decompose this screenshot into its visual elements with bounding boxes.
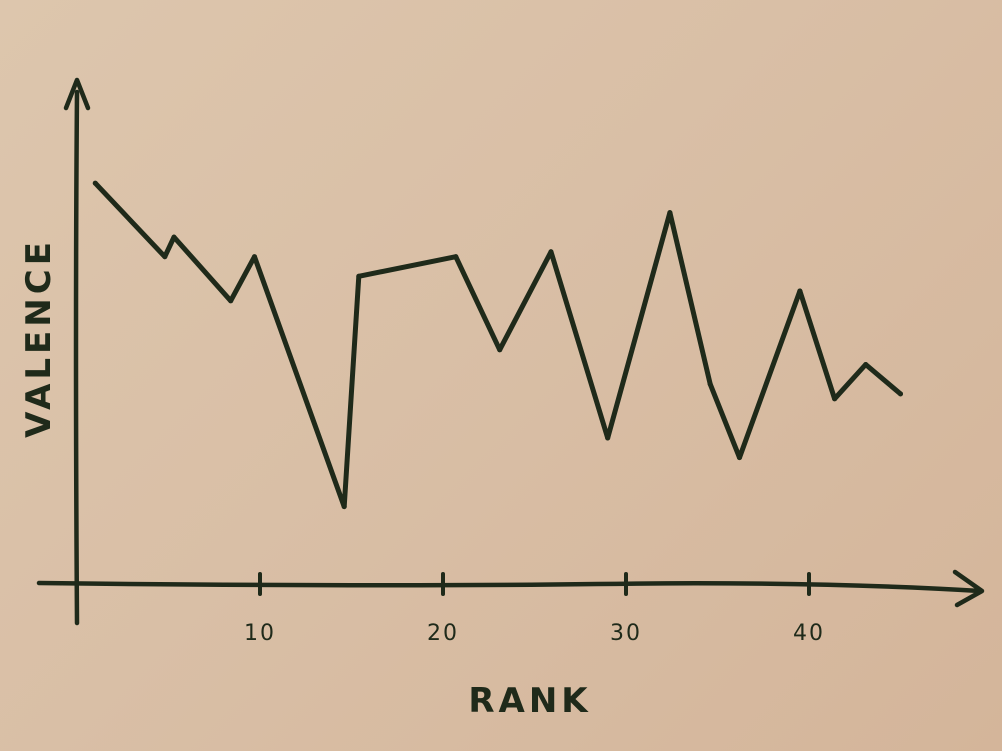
- data-point-16: [863, 362, 869, 367]
- x-tick-label-30: 30: [610, 621, 642, 646]
- data-point-0: [92, 180, 98, 186]
- x-ticks: 10 20 30 40: [244, 572, 825, 646]
- data-point-8: [497, 347, 503, 353]
- data-point-2: [171, 234, 177, 240]
- data-point-12: [707, 381, 713, 387]
- data-point-7: [453, 254, 459, 260]
- y-axis-title: VALENCE: [19, 238, 59, 438]
- x-tick-label-20: 20: [427, 621, 459, 646]
- data-point-13: [736, 455, 742, 461]
- y-axis-line: [73, 89, 80, 626]
- series-layer: [92, 180, 903, 510]
- x-tick-label-10: 10: [244, 621, 276, 646]
- series-line-0: [92, 180, 903, 510]
- x-tick-label-40: 40: [793, 621, 825, 646]
- data-point-15: [832, 396, 838, 402]
- data-point-3: [228, 298, 234, 304]
- data-point-11: [667, 210, 673, 216]
- data-point-6: [356, 273, 362, 279]
- data-point-5: [341, 504, 347, 510]
- axes: [36, 77, 985, 626]
- data-point-4: [252, 254, 258, 260]
- y-axis-arrowhead: [63, 77, 91, 111]
- data-point-17: [898, 391, 903, 397]
- x-axis-title: RANK: [468, 681, 591, 721]
- data-point-1: [162, 254, 168, 260]
- x-axis-arrowhead: [952, 569, 985, 608]
- x-axis-line: [36, 580, 983, 594]
- data-point-14: [797, 288, 803, 294]
- data-point-10: [605, 435, 611, 441]
- data-point-9: [548, 249, 554, 255]
